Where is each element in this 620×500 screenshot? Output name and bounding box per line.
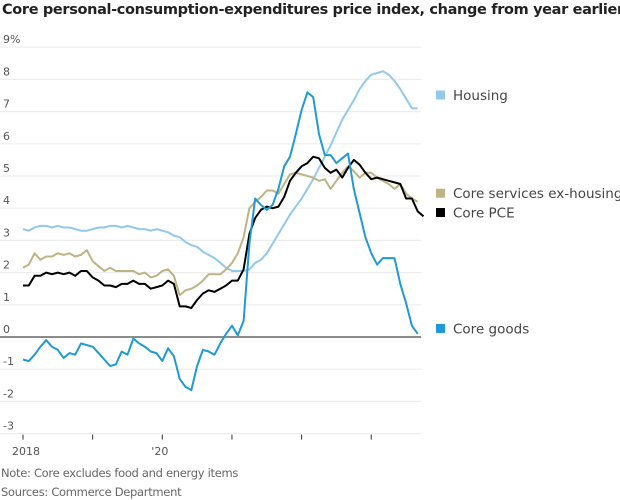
- y-tick-label: 2: [3, 259, 10, 272]
- series-line-core-services-ex-housing: [22, 165, 419, 297]
- y-tick-label: 0: [3, 323, 10, 336]
- chart-title: Core personal-consumption-expenditures p…: [2, 2, 620, 18]
- footnote-note: Note: Core excludes food and energy item…: [1, 466, 239, 480]
- legend-label: Core PCE: [453, 206, 515, 222]
- legend-swatch: [436, 323, 445, 333]
- y-tick-label: 8: [3, 65, 10, 78]
- legend-label: Housing: [453, 88, 508, 104]
- legend-swatch: [436, 208, 445, 218]
- y-axis-tick-labels: 9% 8 7 6 5 4 3 2 1 0 -1 -2 -3: [3, 33, 20, 432]
- legend-label: Core goods: [453, 321, 529, 337]
- legend-label: Core services ex-housing: [453, 186, 620, 202]
- series-line-core-goods: [22, 91, 419, 392]
- legend-swatch: [436, 188, 445, 198]
- y-tick-label: -2: [3, 387, 14, 400]
- gridlines: [0, 46, 421, 435]
- footnote-sources: Sources: Commerce Department: [1, 485, 182, 499]
- series-line-core-pce: [23, 155, 425, 309]
- series-line-housing: [22, 70, 418, 272]
- y-tick-label: 1: [3, 291, 10, 304]
- y-tick-label: 4: [3, 194, 10, 207]
- y-tick-label: 7: [3, 98, 10, 111]
- legend-item-core-goods: Core goods: [436, 321, 529, 337]
- series-lines: [22, 70, 425, 392]
- y-tick-label: -1: [3, 355, 14, 368]
- legend-item-core-services-ex-housing: Core services ex-housing: [436, 186, 620, 202]
- y-tick-label: -3: [3, 420, 14, 433]
- y-tick-label: 3: [3, 226, 10, 239]
- legend: Housing Core services ex-housing Core PCE C…: [436, 88, 620, 337]
- x-axis: 2018 '20: [12, 434, 372, 458]
- legend-item-housing: Housing: [436, 88, 508, 104]
- legend-swatch: [436, 90, 445, 100]
- legend-item-core-pce: Core PCE: [436, 206, 515, 222]
- x-tick-label: '20: [151, 445, 168, 458]
- y-tick-label: 9%: [3, 33, 20, 46]
- y-tick-label: 5: [3, 162, 10, 175]
- x-tick-label: 2018: [12, 445, 40, 458]
- y-tick-label: 6: [3, 130, 10, 143]
